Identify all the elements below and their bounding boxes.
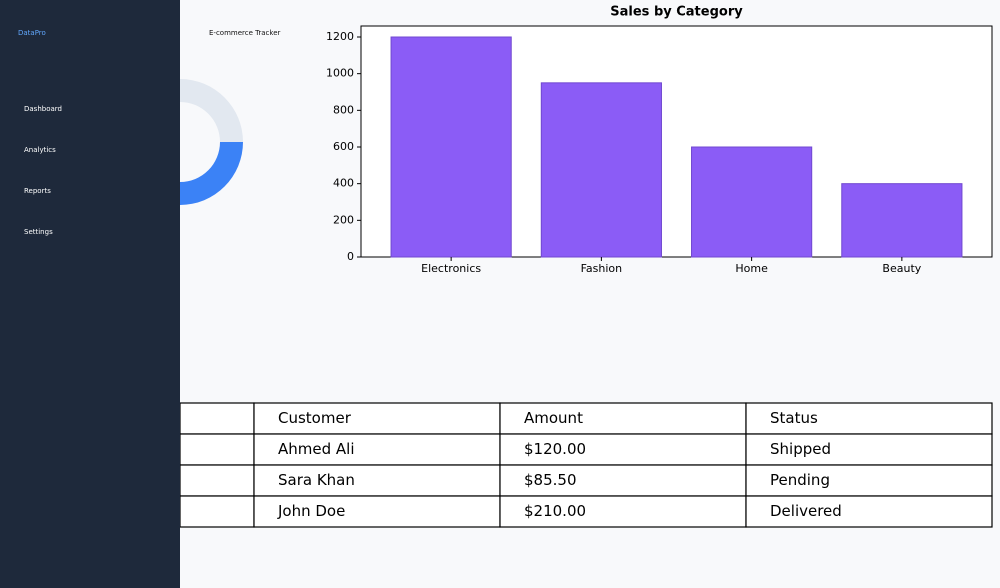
bar-chart: Sales by Category 0 200 400 600 800 1000 1200 El…	[326, 5, 993, 275]
y-tick-label: 200	[333, 213, 354, 226]
column-header: Customer	[278, 409, 352, 427]
table-text: $120.00	[524, 440, 586, 458]
y-tick-label: 1200	[326, 30, 354, 43]
table-text: Sara Khan	[278, 471, 355, 489]
y-tick-label: 0	[347, 250, 354, 263]
table-text: Pending	[770, 471, 830, 489]
sidebar: DataPro Dashboard Analytics Reports Setting…	[0, 0, 180, 588]
table-cell	[179, 464, 255, 497]
table-cell	[253, 464, 501, 497]
x-tick-label: Electronics	[421, 262, 481, 275]
y-tick-label: 1000	[326, 67, 354, 80]
nav-item[interactable]: Settings	[24, 228, 53, 236]
table-text: Shipped	[770, 440, 831, 458]
table-cell	[499, 495, 747, 528]
table-cell	[179, 402, 255, 435]
y-tick-label: 400	[333, 177, 354, 190]
table-cell	[253, 433, 501, 466]
table-cell	[499, 464, 747, 497]
x-tick-label: Home	[735, 262, 768, 275]
orders-table: Customer Amount Status Ahmed Ali $120.00 Ship…	[179, 402, 993, 528]
table-text: Ahmed Ali	[278, 440, 355, 458]
bar	[841, 183, 963, 258]
table-cell	[745, 402, 993, 435]
table-text: Delivered	[770, 502, 842, 520]
column-header: Amount	[524, 409, 583, 427]
bar	[540, 82, 662, 258]
table-cell	[179, 433, 255, 466]
x-tick-label: Fashion	[581, 262, 623, 275]
bar	[390, 36, 512, 258]
table-cell	[499, 402, 747, 435]
page-title: E-commerce Tracker	[209, 29, 281, 37]
nav-item[interactable]: Dashboard	[24, 105, 62, 113]
y-tick-label: 600	[333, 140, 354, 153]
table-cell	[253, 495, 501, 528]
table-text: John Doe	[277, 502, 345, 520]
table-cell	[745, 495, 993, 528]
table-cell	[179, 495, 255, 528]
y-tick-label: 800	[333, 103, 354, 116]
sidebar-bg	[0, 0, 180, 588]
table-cell	[499, 433, 747, 466]
nav-item[interactable]: Analytics	[24, 146, 56, 154]
nav-item[interactable]: Reports	[24, 187, 51, 195]
column-header: Status	[770, 409, 818, 427]
table-cell	[745, 433, 993, 466]
bar	[691, 146, 813, 258]
table-cell	[745, 464, 993, 497]
brand: DataPro	[18, 29, 46, 37]
chart-title: Sales by Category	[610, 5, 743, 20]
x-tick-label: Beauty	[882, 262, 921, 275]
table-text: $210.00	[524, 502, 586, 520]
table-text: $85.50	[524, 471, 577, 489]
